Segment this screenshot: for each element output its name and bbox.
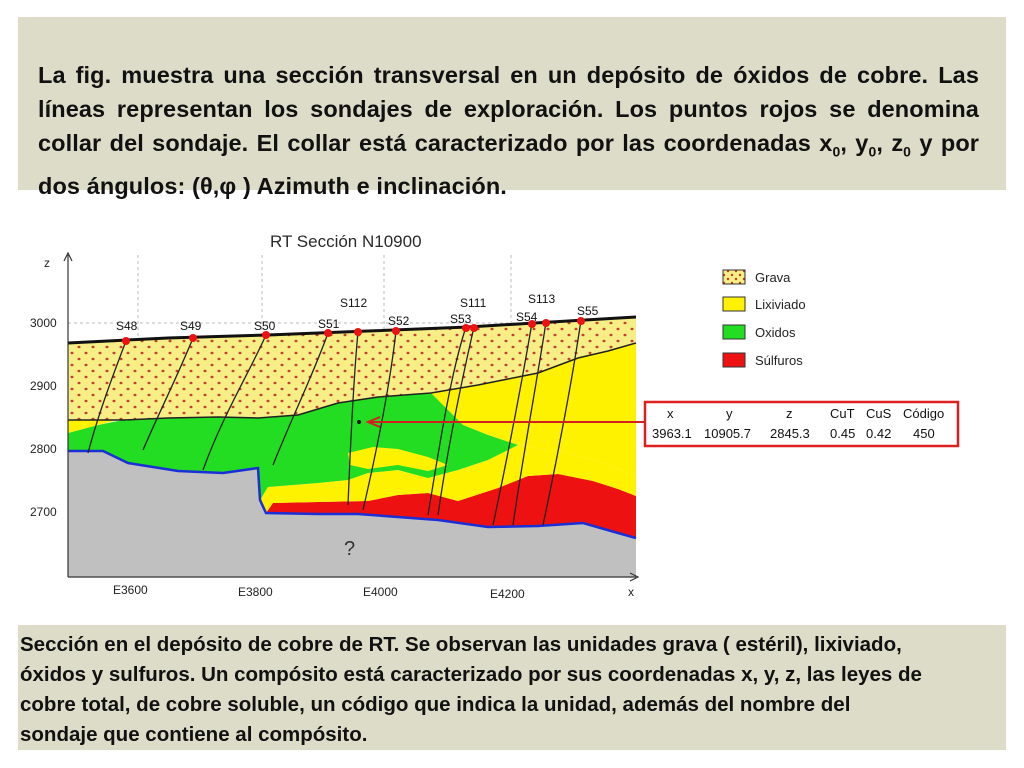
legend-label-grava: Grava (755, 270, 791, 285)
top-line-3: denomina collar del sondaje. El collar e… (38, 96, 979, 156)
label-S51: S51 (318, 317, 340, 331)
table-header-z: z (786, 406, 793, 421)
legend-swatch-grava (722, 269, 746, 285)
label-S112: S112 (340, 296, 367, 310)
drillhole-traces (87, 319, 582, 526)
top-text-panel (18, 17, 1006, 190)
collar-S55 (577, 317, 585, 325)
unit-lixiviado-left (68, 420, 118, 433)
bottom-line-4: sondaje que contiene al compósito. (20, 723, 368, 746)
legend-label-lixiviado: Lixiviado (755, 297, 806, 312)
legend-label-sulfuros: Súlfuros (755, 353, 803, 368)
top-line-4: coordenadas x0, y0, z0 y por dos ángulos… (38, 130, 980, 199)
x-tick-E4200: E4200 (490, 587, 525, 601)
bottom-paragraph: Sección en el depósito de cobre de RT. S… (20, 630, 1010, 750)
collar-S113 (528, 320, 536, 328)
table-value-y: 10905.7 (704, 426, 751, 441)
table-header-y: y (726, 406, 733, 421)
unknown-mark: ? (344, 538, 355, 560)
axes (63, 251, 640, 582)
legend-swatch-sulfuros (722, 352, 746, 368)
bottom-line-2: óxidos y sulfuros. Un compósito está car… (20, 663, 922, 686)
chart-title: RT Sección N10900 (270, 232, 422, 251)
x-tick-E3800: E3800 (238, 585, 273, 599)
collar-S52 (392, 327, 400, 335)
table-value-cus: 0.42 (866, 426, 891, 441)
collar-S50 (262, 331, 270, 339)
table-value-cut: 0.45 (830, 426, 855, 441)
cross-section-figure: RT Sección N10900 (30, 232, 960, 601)
x-tick-E3600: E3600 (113, 583, 148, 597)
drillhole-collars (122, 317, 585, 345)
legend-label-oxidos: Oxidos (755, 325, 796, 340)
collar-S51 (324, 329, 332, 337)
bottom-text-panel (18, 625, 1006, 750)
label-S113: S113 (528, 292, 555, 306)
legend-swatch-oxidos (722, 324, 746, 340)
label-S49: S49 (180, 319, 202, 333)
callout-arrow (357, 416, 645, 428)
legend-swatch-lixiviado (722, 296, 746, 312)
composite-table: x y z CuT CuS Código 3963.1 10905.7 2845… (643, 400, 960, 448)
basement-contact (68, 449, 637, 540)
table-value-codigo: 450 (913, 426, 935, 441)
label-S55: S55 (577, 304, 599, 318)
table-value-z: 2845.3 (770, 426, 810, 441)
top-paragraph: La fig. muestra una sección transversal … (38, 58, 979, 203)
top-line-2: Las líneas representan los sondajes de e… (38, 62, 979, 122)
label-S52: S52 (388, 314, 410, 328)
collar-S49 (189, 334, 197, 342)
bottom-line-3: cobre total, de cobre soluble, un código… (20, 693, 851, 716)
x-axis-label: x (628, 585, 634, 599)
top-line-1: La fig. muestra una sección transversal … (38, 62, 929, 88)
table-value-x: 3963.1 (652, 426, 692, 441)
collar-S54 (542, 319, 550, 327)
unit-oxidos (68, 393, 518, 500)
z-axis-label: z (44, 256, 50, 270)
table-header-cus: CuS (866, 406, 892, 421)
collar-S112 (354, 328, 362, 336)
unit-grava (68, 317, 636, 420)
unit-lixiviado-upper (431, 343, 636, 475)
table-header-cut: CuT (830, 406, 855, 421)
unit-lixiviado (260, 445, 636, 513)
collar-S111 (462, 324, 470, 332)
z-tick-2900: 2900 (30, 379, 57, 393)
table-header-codigo: Código (903, 406, 944, 421)
collar-S53 (470, 324, 478, 332)
bottom-line-1: Sección en el depósito de cobre de RT. S… (20, 633, 902, 656)
label-S54: S54 (516, 310, 538, 324)
z-tick-2700: 2700 (30, 505, 57, 519)
label-S48: S48 (116, 319, 138, 333)
label-S111: S111 (460, 296, 487, 310)
x-tick-E4000: E4000 (363, 585, 398, 599)
topography-line (67, 315, 637, 345)
z-tick-3000: 3000 (30, 316, 57, 330)
table-header-x: x (667, 406, 674, 421)
collar-S48 (122, 337, 130, 345)
z-tick-2800: 2800 (30, 442, 57, 456)
gravel-base-line (68, 342, 637, 421)
legend: Grava Lixiviado Oxidos Súlfuros (722, 269, 806, 368)
label-S50: S50 (254, 319, 276, 333)
label-S53: S53 (450, 312, 472, 326)
